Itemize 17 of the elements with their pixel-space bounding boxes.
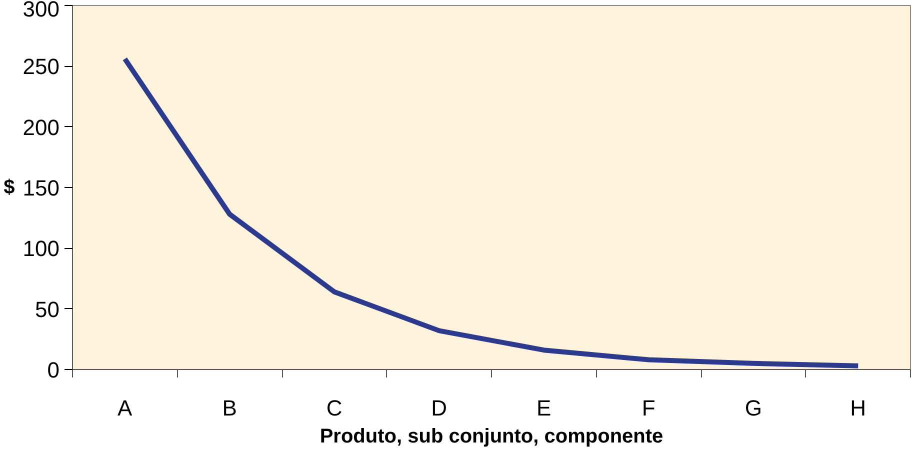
x-tick-label: G [744,396,762,420]
y-tick-label: 200 [22,114,60,140]
y-tick-label: 150 [22,176,60,200]
x-axis-title: Produto, sub conjunto, componente [320,426,664,448]
y-tick-label: 250 [22,54,60,80]
x-tick-label: C [326,396,342,420]
y-axis-title: $ [4,176,15,198]
y-tick-label: 50 [35,296,60,322]
y-tick-label: 0 [47,358,60,382]
x-tick-label: D [431,396,448,420]
x-tick-label: H [850,396,866,420]
x-tick-label: B [222,396,237,420]
x-tick-label: A [118,396,133,420]
y-tick-label: 300 [22,0,60,22]
x-tick-label: E [536,396,552,420]
x-tick-label: F [642,396,656,420]
y-tick-label: 100 [22,236,60,262]
